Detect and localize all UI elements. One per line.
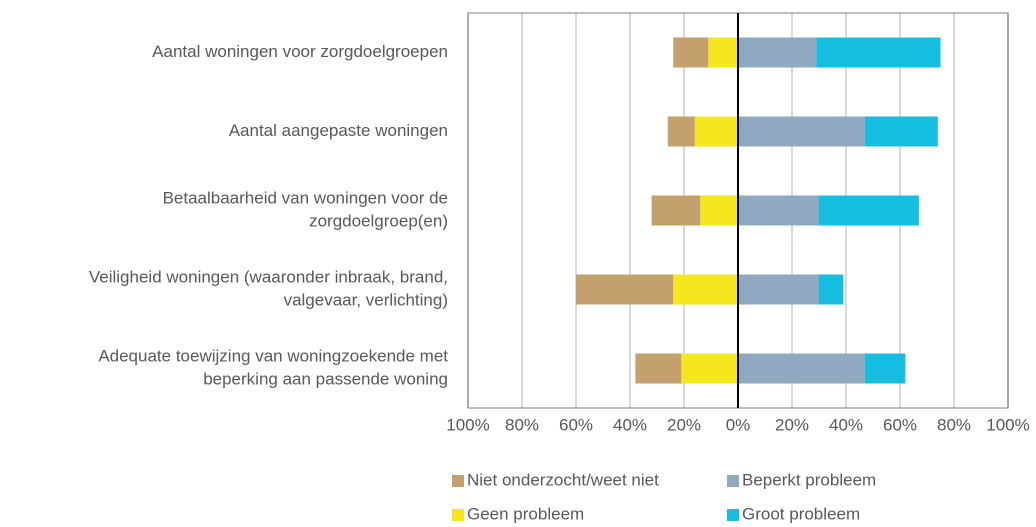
category-label: Aantal aangepaste woningen xyxy=(229,121,448,140)
legend-label: Geen probleem xyxy=(467,504,584,523)
bar-segment xyxy=(738,37,817,68)
bar-segment xyxy=(576,274,674,305)
x-tick-label: 80% xyxy=(937,415,971,434)
bar-segment xyxy=(864,116,938,147)
x-tick-label: 60% xyxy=(559,415,593,434)
x-tick-label: 100% xyxy=(986,415,1029,434)
bar-segment xyxy=(651,195,701,226)
legend-swatch xyxy=(727,475,739,487)
bar-segment xyxy=(681,353,738,384)
category-label: beperking aan passende woning xyxy=(203,369,448,388)
bar-segment xyxy=(738,195,819,226)
category-label: Adequate toewijzing van woningzoekende m… xyxy=(98,346,448,365)
x-tick-label: 0% xyxy=(726,415,751,434)
category-label: valgevaar, verlichting) xyxy=(284,290,448,309)
bar-segment xyxy=(667,116,695,147)
bar-segment xyxy=(694,116,738,147)
bar-segment xyxy=(673,274,738,305)
category-label: Veiligheid woningen (waaronder inbraak, … xyxy=(89,267,448,286)
x-tick-label: 100% xyxy=(446,415,489,434)
bar-segment xyxy=(819,195,919,226)
x-tick-label: 80% xyxy=(505,415,539,434)
category-label: Betaalbaarheid van woningen voor de xyxy=(163,188,448,207)
x-tick-label: 40% xyxy=(829,415,863,434)
x-tick-label: 20% xyxy=(667,415,701,434)
category-label: zorgdoelgroep(en) xyxy=(309,211,448,230)
bar-segment xyxy=(708,37,738,68)
legend-label: Groot probleem xyxy=(742,504,860,523)
x-tick-label: 20% xyxy=(775,415,809,434)
legend-label: Beperkt probleem xyxy=(742,470,876,489)
bar-segment xyxy=(700,195,738,226)
bar-segment xyxy=(864,353,906,384)
bar-segment xyxy=(635,353,682,384)
bar-segment xyxy=(816,37,941,68)
bar-segment xyxy=(819,274,844,305)
bar-segment xyxy=(738,353,865,384)
bar-segment xyxy=(738,274,819,305)
legend-swatch xyxy=(452,509,464,521)
x-tick-label: 40% xyxy=(613,415,647,434)
legend-label: Niet onderzocht/weet niet xyxy=(467,470,659,489)
bar-segment xyxy=(673,37,709,68)
x-tick-label: 60% xyxy=(883,415,917,434)
legend-swatch xyxy=(727,509,739,521)
bar-segment xyxy=(738,116,865,147)
legend-swatch xyxy=(452,475,464,487)
category-label: Aantal woningen voor zorgdoelgroepen xyxy=(152,42,448,61)
